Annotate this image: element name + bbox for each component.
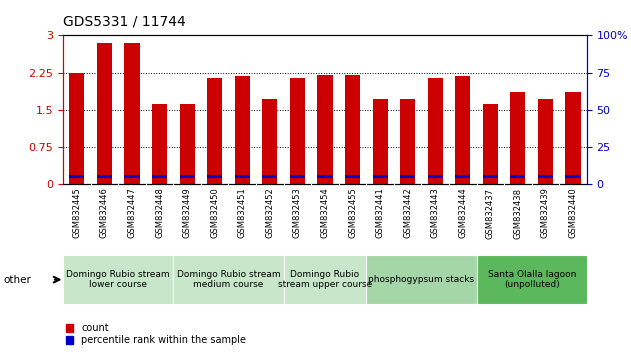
Bar: [476, 255, 587, 304]
Bar: [174, 255, 283, 304]
Text: GSM832438: GSM832438: [514, 188, 522, 239]
Text: Domingo Rubio
stream upper course: Domingo Rubio stream upper course: [278, 270, 372, 289]
Bar: [180, 175, 195, 178]
Bar: [317, 75, 333, 184]
Bar: [400, 99, 415, 184]
Bar: [483, 175, 498, 178]
Bar: [565, 175, 581, 178]
Text: GSM832439: GSM832439: [541, 188, 550, 239]
Text: GSM832455: GSM832455: [348, 188, 357, 238]
Bar: [345, 175, 360, 178]
Bar: [317, 175, 333, 178]
Bar: [428, 175, 443, 178]
Text: GSM832452: GSM832452: [266, 188, 274, 238]
Bar: [455, 76, 470, 184]
Text: GSM832453: GSM832453: [293, 188, 302, 239]
Text: GSM832441: GSM832441: [375, 188, 384, 238]
Text: GSM832437: GSM832437: [486, 188, 495, 239]
Bar: [510, 92, 526, 184]
Text: GSM832450: GSM832450: [210, 188, 219, 238]
Bar: [367, 255, 476, 304]
Text: Santa Olalla lagoon
(unpolluted): Santa Olalla lagoon (unpolluted): [488, 270, 576, 289]
Bar: [63, 255, 174, 304]
Text: other: other: [3, 275, 31, 285]
Text: Domingo Rubio stream
medium course: Domingo Rubio stream medium course: [177, 270, 280, 289]
Bar: [152, 104, 167, 184]
Bar: [262, 99, 278, 184]
Text: GSM832451: GSM832451: [238, 188, 247, 238]
Bar: [180, 104, 195, 184]
Bar: [152, 175, 167, 178]
Bar: [400, 175, 415, 178]
Bar: [538, 175, 553, 178]
Text: GSM832442: GSM832442: [403, 188, 412, 238]
Bar: [565, 92, 581, 184]
Text: GSM832448: GSM832448: [155, 188, 164, 239]
Bar: [372, 175, 387, 178]
Bar: [207, 78, 222, 184]
Bar: [290, 78, 305, 184]
Bar: [124, 43, 139, 184]
Bar: [69, 73, 85, 184]
Bar: [510, 175, 526, 178]
Bar: [97, 43, 112, 184]
Bar: [290, 175, 305, 178]
Text: Domingo Rubio stream
lower course: Domingo Rubio stream lower course: [66, 270, 170, 289]
Legend: count, percentile rank within the sample: count, percentile rank within the sample: [62, 319, 250, 349]
Text: GSM832445: GSM832445: [73, 188, 81, 238]
Bar: [262, 175, 278, 178]
Text: GSM832444: GSM832444: [458, 188, 468, 238]
Text: GDS5331 / 11744: GDS5331 / 11744: [63, 14, 186, 28]
Text: GSM832440: GSM832440: [569, 188, 577, 238]
Bar: [538, 99, 553, 184]
Text: GSM832447: GSM832447: [127, 188, 136, 239]
Text: GSM832446: GSM832446: [100, 188, 109, 239]
Bar: [97, 175, 112, 178]
Text: GSM832449: GSM832449: [182, 188, 192, 238]
Bar: [124, 175, 139, 178]
Bar: [235, 76, 250, 184]
Bar: [483, 104, 498, 184]
Bar: [283, 255, 367, 304]
Bar: [69, 175, 85, 178]
Bar: [207, 175, 222, 178]
Bar: [372, 99, 387, 184]
Text: GSM832454: GSM832454: [321, 188, 329, 238]
Bar: [455, 175, 470, 178]
Bar: [345, 75, 360, 184]
Bar: [235, 175, 250, 178]
Text: GSM832443: GSM832443: [431, 188, 440, 239]
Text: phosphogypsum stacks: phosphogypsum stacks: [369, 275, 475, 284]
Bar: [428, 78, 443, 184]
